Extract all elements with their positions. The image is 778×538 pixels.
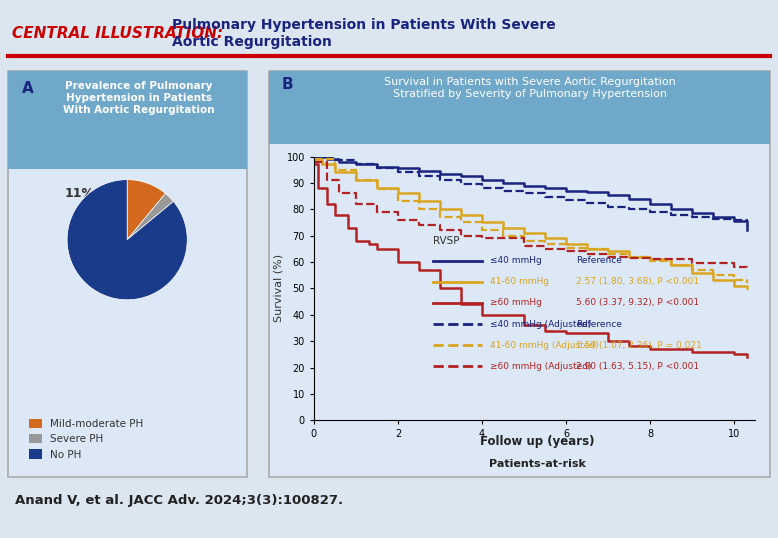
FancyBboxPatch shape: [8, 71, 247, 169]
Text: A: A: [22, 81, 34, 96]
FancyBboxPatch shape: [268, 71, 770, 477]
FancyBboxPatch shape: [268, 71, 770, 144]
Text: Anand V, et al. JACC Adv. 2024;3(3):100827.: Anand V, et al. JACC Adv. 2024;3(3):1008…: [16, 493, 344, 507]
FancyBboxPatch shape: [8, 71, 247, 477]
Text: Prevalence of Pulmonary
Hypertension in Patients
With Aortic Regurgitation: Prevalence of Pulmonary Hypertension in …: [63, 81, 215, 115]
Legend: Mild-moderate PH, Severe PH, No PH: Mild-moderate PH, Severe PH, No PH: [25, 414, 147, 464]
Text: CENTRAL ILLUSTRATION:: CENTRAL ILLUSTRATION:: [12, 26, 223, 41]
Text: Follow up (years): Follow up (years): [480, 435, 594, 448]
Text: B: B: [282, 77, 293, 93]
Text: Survival in Patients with Severe Aortic Regurgitation
Stratified by Severity of : Survival in Patients with Severe Aortic …: [384, 77, 675, 99]
Text: 3%: 3%: [133, 187, 155, 200]
Text: 11%: 11%: [65, 187, 94, 200]
Text: Patients-at-risk: Patients-at-risk: [489, 459, 586, 469]
Text: Pulmonary Hypertension in Patients With Severe
Aortic Regurgitation: Pulmonary Hypertension in Patients With …: [172, 18, 555, 48]
